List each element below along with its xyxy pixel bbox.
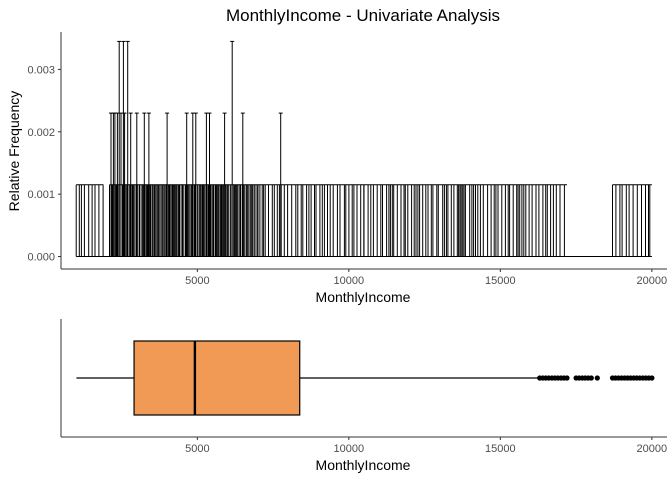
boxplot-outlier	[594, 375, 600, 381]
boxplot-outlier	[588, 375, 594, 381]
histogram-x-axis-title: MonthlyIncome	[316, 289, 411, 305]
boxplot-x-tick-label: 15000	[485, 443, 516, 455]
boxplot-x-ticks: 5000 10000 15000 20000	[185, 437, 667, 455]
histogram-x-tick-label: 20000	[637, 275, 668, 287]
histogram-x-tick-label: 15000	[485, 275, 516, 287]
histogram-y-tick-label: 0.003	[27, 64, 55, 76]
boxplot-x-tick-label: 5000	[185, 443, 209, 455]
boxplot-x-tick-label: 10000	[334, 443, 365, 455]
histogram-y-ticks: 0.000 0.001 0.002 0.003	[27, 64, 61, 264]
histogram-x-ticks: 5000 10000 15000 20000	[185, 269, 667, 287]
histogram-x-tick-label: 5000	[185, 275, 209, 287]
boxplot-x-tick-label: 20000	[637, 443, 668, 455]
histogram-y-tick-label: 0.000	[27, 252, 55, 264]
histogram-y-tick-label: 0.001	[27, 189, 55, 201]
boxplot-box	[133, 340, 301, 416]
histogram-y-tick-label: 0.002	[27, 127, 55, 139]
boxplot-x-axis-title: MonthlyIncome	[316, 457, 411, 473]
histogram-panel: 0.000 0.001 0.002 0.003 5000 10000 15000 20000…	[6, 32, 667, 305]
boxplot-marks	[76, 340, 655, 416]
boxplot-outlier	[564, 375, 570, 381]
histogram-y-axis-title: Relative Frequency	[6, 91, 22, 212]
boxplot-outlier	[649, 375, 655, 381]
boxplot-panel: 5000 10000 15000 20000 MonthlyIncome	[60, 319, 667, 473]
histogram-x-tick-label: 10000	[334, 275, 365, 287]
chart-title: MonthlyIncome - Univariate Analysis	[226, 6, 500, 25]
histogram-bars	[75, 40, 652, 257]
